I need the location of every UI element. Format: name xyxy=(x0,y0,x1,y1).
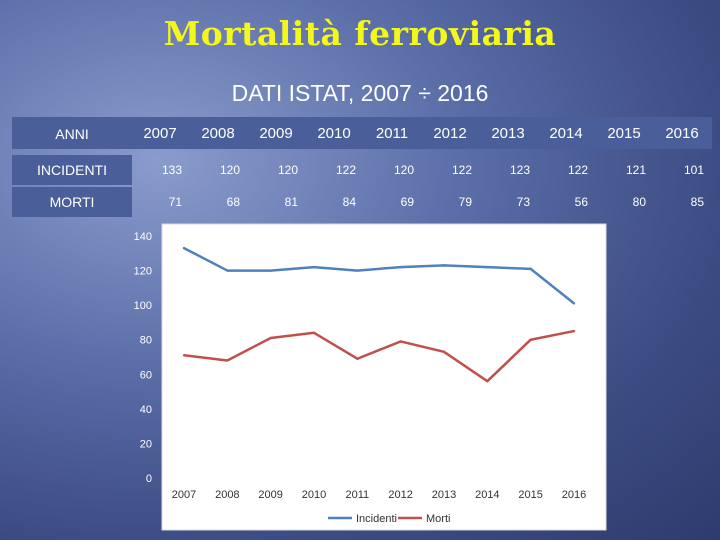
row-label: MORTI xyxy=(12,187,132,217)
year-header: 2010 xyxy=(317,125,351,142)
x-tick-label: 2009 xyxy=(258,489,282,501)
data-point xyxy=(529,267,532,271)
data-point xyxy=(442,350,446,354)
row-label: INCIDENTI xyxy=(12,155,132,185)
data-point xyxy=(226,359,229,362)
x-tick-label: 2014 xyxy=(475,489,499,501)
line-chart-svg: 0 20 40 60 80 100 120 140 2007 2008 2009 2010 2011 20… xyxy=(134,223,607,531)
table-cell: 79 xyxy=(458,195,472,209)
data-point xyxy=(312,331,316,334)
table-row-incidenti: INCIDENTI 133 120 120 122 120 122 123 12… xyxy=(12,155,712,185)
data-point xyxy=(572,302,576,305)
table-cell: 68 xyxy=(226,195,240,209)
table-cell: 120 xyxy=(277,163,298,177)
y-tick-label: 40 xyxy=(140,404,152,416)
series-line-morti xyxy=(183,329,575,383)
table-cell: 123 xyxy=(509,163,530,177)
x-tick-label: 2012 xyxy=(388,489,412,501)
data-point xyxy=(269,336,272,340)
data-point xyxy=(182,246,186,250)
data-point xyxy=(226,269,229,272)
x-tick-label: 2011 xyxy=(346,489,370,501)
x-tick-label: 2008 xyxy=(215,489,239,501)
table-cell: 73 xyxy=(516,195,530,209)
y-tick-label: 80 xyxy=(140,335,152,347)
table-cell: 69 xyxy=(400,195,414,209)
legend-label: Incidenti xyxy=(356,513,397,525)
header-label: ANNI xyxy=(55,126,89,142)
y-tick-label: 60 xyxy=(140,369,152,381)
legend-label: Morti xyxy=(426,513,450,525)
y-tick-label: 120 xyxy=(134,266,152,278)
year-header: 2009 xyxy=(259,125,293,142)
data-point xyxy=(486,380,489,383)
year-header: 2013 xyxy=(491,125,525,142)
data-point xyxy=(442,264,446,267)
x-tick-label: 2016 xyxy=(562,489,586,501)
table-cell: 71 xyxy=(168,195,182,209)
table-cell: 101 xyxy=(683,163,704,177)
table-cell: 133 xyxy=(161,163,182,177)
year-header: 2012 xyxy=(433,125,467,142)
table-header-row: ANNI 2007 2008 2009 2010 2011 2012 2013 … xyxy=(12,117,712,149)
data-point xyxy=(486,265,489,269)
y-tick-label: 20 xyxy=(140,438,152,450)
year-header: 2016 xyxy=(665,125,699,142)
data-point xyxy=(269,269,272,272)
year-header: 2007 xyxy=(143,125,177,142)
y-tick-label: 0 xyxy=(146,473,152,485)
year-header: 2014 xyxy=(549,125,583,142)
table-cell: 84 xyxy=(342,195,356,209)
line-chart: 0 20 40 60 80 100 120 140 2007 2008 2009 2010 2011 20… xyxy=(120,222,610,534)
x-tick-label: 2015 xyxy=(518,489,542,501)
data-point xyxy=(356,269,359,272)
y-tick-label: 140 xyxy=(134,231,152,243)
data-point xyxy=(312,265,316,269)
table-cell: 122 xyxy=(335,163,356,177)
table-cell: 120 xyxy=(393,163,414,177)
slide-subtitle: DATI ISTAT, 2007 ÷ 2016 xyxy=(231,80,489,106)
data-point xyxy=(529,338,532,341)
table-cell: 120 xyxy=(219,163,240,177)
table-cell: 80 xyxy=(632,195,646,209)
table-cell: 56 xyxy=(574,195,588,209)
year-header: 2008 xyxy=(201,125,235,142)
y-tick-label: 100 xyxy=(134,300,152,312)
table-cell: 81 xyxy=(284,195,298,209)
x-tick-label: 2013 xyxy=(432,489,456,501)
slide-title: Mortalità ferroviaria xyxy=(163,14,557,53)
year-header: 2015 xyxy=(607,125,641,142)
data-point xyxy=(399,340,402,343)
data-point xyxy=(572,329,576,333)
table-cell: 122 xyxy=(567,163,588,177)
table-cell: 122 xyxy=(451,163,472,177)
x-tick-label: 2007 xyxy=(172,489,196,501)
table-cell: 121 xyxy=(625,163,646,177)
table-row-morti: MORTI 71 68 81 84 69 79 73 56 80 85 xyxy=(12,187,712,217)
data-point xyxy=(399,265,402,269)
plot-area xyxy=(161,223,607,531)
series-line-incidenti xyxy=(183,246,575,305)
data-point xyxy=(356,357,359,360)
table-cell: 85 xyxy=(690,195,704,209)
data-point xyxy=(182,354,186,357)
year-header: 2011 xyxy=(375,125,409,142)
x-tick-label: 2010 xyxy=(302,489,326,501)
